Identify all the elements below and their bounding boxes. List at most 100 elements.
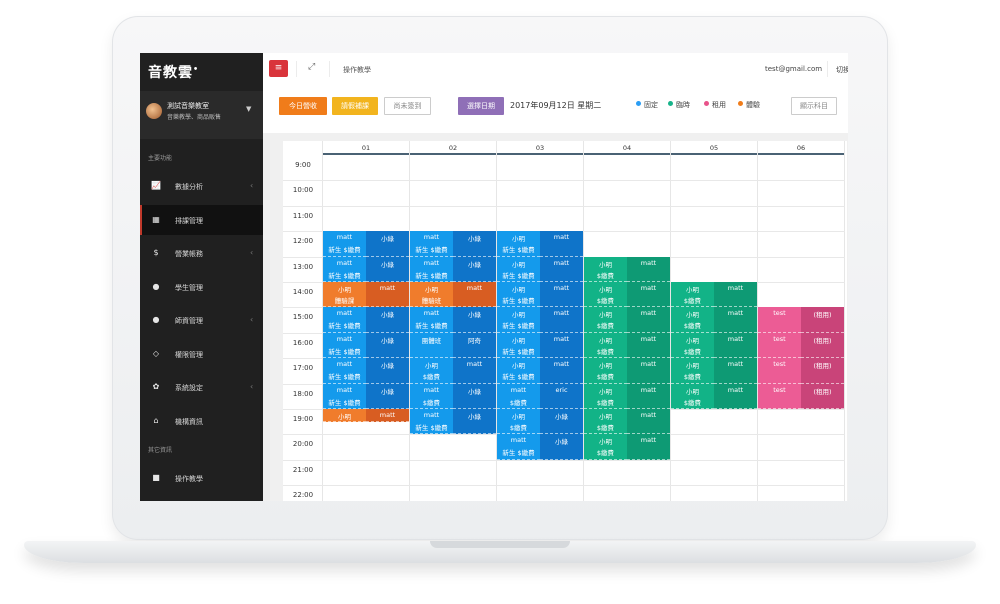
user-email[interactable]: test@gmail.com (765, 65, 823, 73)
lesson-block[interactable]: 小明 新生 $繳費 (497, 282, 540, 308)
lesson-block[interactable]: 小綠 (366, 231, 409, 257)
leave-makeup-button[interactable]: 請假補課 (332, 97, 378, 115)
lesson-block[interactable]: 小明 $繳費 (584, 434, 627, 460)
lesson-block[interactable]: test (758, 307, 801, 333)
lesson-block[interactable]: matt (627, 307, 670, 333)
lesson-block[interactable]: matt $繳費 (410, 383, 453, 409)
sidebar-other-item-0[interactable]: ■ 操作教學 (140, 463, 263, 493)
lesson-block[interactable]: 小綠 (366, 358, 409, 384)
lesson-block[interactable]: 小明 (323, 409, 366, 422)
lesson-block[interactable]: matt 新生 $繳費 (323, 332, 366, 359)
sidebar-item-0[interactable]: 📈 數據分析 ‹ (140, 171, 263, 201)
lesson-block[interactable]: matt (714, 332, 757, 359)
lesson-block[interactable]: (租用) (801, 307, 844, 333)
lesson-block[interactable]: 小綠 (453, 409, 496, 435)
lesson-block[interactable]: 小明 $繳費 (584, 282, 627, 308)
lesson-block[interactable]: 小明 新生 $繳費 (497, 307, 540, 333)
lesson-block[interactable]: 團體班 (410, 332, 453, 359)
sidebar-item-6[interactable]: ✿ 系統設定 ‹ (140, 372, 263, 402)
lesson-block[interactable]: matt 新生 $繳費 (410, 409, 453, 435)
lesson-block[interactable]: matt 新生 $繳費 (323, 231, 366, 257)
lesson-block[interactable]: (租用) (801, 332, 844, 359)
sidebar-item-7[interactable]: ⌂ 機構資訊 (140, 406, 263, 436)
lesson-block[interactable]: matt (627, 282, 670, 308)
lesson-block[interactable]: 阿奇 (453, 332, 496, 359)
today-revenue-button[interactable]: 今日營收 (279, 97, 327, 115)
lesson-block[interactable]: 小明 $繳費 (584, 383, 627, 409)
lesson-block[interactable]: matt 新生 $繳費 (497, 434, 540, 460)
lesson-block[interactable]: matt (540, 307, 583, 333)
profile-panel[interactable]: 測試音樂教室 音樂教學、商品販售 ▼ (140, 91, 263, 139)
lesson-block[interactable]: matt (714, 282, 757, 308)
lesson-block[interactable]: 小明 $繳費 (671, 307, 714, 333)
lesson-block[interactable]: matt (627, 434, 670, 460)
lesson-block[interactable]: matt (714, 358, 757, 384)
lesson-block[interactable]: matt (540, 282, 583, 308)
sidebar-item-1[interactable]: ▦ 排課管理 (140, 204, 263, 235)
select-date-button[interactable]: 選擇日期 (458, 97, 504, 115)
sidebar-item-4[interactable]: ● 師資管理 ‹ (140, 305, 263, 335)
lesson-block[interactable]: matt 新生 $繳費 (410, 231, 453, 257)
lesson-block[interactable]: 小綠 (453, 256, 496, 282)
lesson-block[interactable]: matt (366, 282, 409, 308)
lesson-block[interactable]: matt 新生 $繳費 (323, 256, 366, 282)
lesson-block[interactable]: matt (627, 256, 670, 282)
lesson-block[interactable]: matt (540, 358, 583, 384)
lesson-block[interactable]: 小綠 (366, 307, 409, 333)
lesson-block[interactable]: matt 新生 $繳費 (323, 358, 366, 384)
sidebar-item-3[interactable]: ● 學生管理 (140, 272, 263, 302)
lesson-block[interactable]: 小明 $繳費 (671, 282, 714, 308)
lesson-block[interactable]: 小明 體驗班 (410, 282, 453, 308)
lesson-block[interactable]: matt (714, 383, 757, 409)
lesson-block[interactable]: (租用) (801, 383, 844, 409)
lesson-block[interactable]: 小明 $繳費 (584, 332, 627, 359)
lesson-block[interactable]: 小明 $繳費 (671, 332, 714, 359)
lesson-block[interactable]: 小綠 (366, 332, 409, 359)
switch-link[interactable]: 切換 (836, 66, 848, 74)
lesson-block[interactable]: 小明 $繳費 (671, 358, 714, 384)
caret-down-icon[interactable]: ▼ (246, 105, 252, 113)
lesson-block[interactable]: test (758, 383, 801, 409)
lesson-block[interactable]: eric (540, 383, 583, 409)
lesson-block[interactable]: test (758, 332, 801, 359)
lesson-block[interactable]: matt 新生 $繳費 (410, 256, 453, 282)
tutorial-link[interactable]: 操作教學 (343, 66, 371, 74)
lesson-block[interactable]: matt (627, 409, 670, 435)
app-logo[interactable]: 音教雲• (148, 64, 200, 81)
lesson-block[interactable]: matt (453, 358, 496, 384)
sidebar-item-2[interactable]: $ 營業帳務 ‹ (140, 238, 263, 268)
expand-icon[interactable]: ⤢ (308, 62, 316, 72)
sidebar-item-5[interactable]: ◇ 權限管理 (140, 339, 263, 369)
lesson-block[interactable]: 小明 新生 $繳費 (497, 332, 540, 359)
lesson-block[interactable]: 小綠 (540, 434, 583, 460)
lesson-block[interactable]: matt (627, 332, 670, 359)
lesson-block[interactable]: matt (627, 358, 670, 384)
lesson-block[interactable]: 小綠 (453, 307, 496, 333)
lesson-block[interactable]: 小明 $繳費 (584, 256, 627, 282)
lesson-block[interactable]: 小明 $繳費 (584, 409, 627, 435)
lesson-block[interactable]: 小明 $繳費 (584, 358, 627, 384)
lesson-block[interactable]: matt $繳費 (497, 383, 540, 409)
lesson-block[interactable]: 小綠 (366, 256, 409, 282)
lesson-block[interactable]: 小明 新生 $繳費 (497, 231, 540, 257)
lesson-block[interactable]: 小綠 (366, 383, 409, 409)
lesson-block[interactable]: matt 新生 $繳費 (323, 383, 366, 409)
lesson-block[interactable]: 小明 $繳費 (671, 383, 714, 409)
lesson-block[interactable]: 小明 $繳費 (584, 307, 627, 333)
lesson-block[interactable]: matt (714, 307, 757, 333)
lesson-block[interactable]: 小明 新生 $繳費 (497, 256, 540, 282)
lesson-block[interactable]: 小綠 (540, 409, 583, 435)
show-subject-button[interactable]: 顯示科目 (791, 97, 837, 115)
lesson-block[interactable]: matt (540, 256, 583, 282)
lesson-block[interactable]: matt (366, 409, 409, 422)
lesson-block[interactable]: matt (540, 332, 583, 359)
not-signed-button[interactable]: 尚未簽到 (384, 97, 431, 115)
lesson-block[interactable]: matt (540, 231, 583, 257)
menu-toggle-button[interactable]: ≡ (269, 60, 288, 77)
lesson-block[interactable]: matt 新生 $繳費 (323, 307, 366, 333)
lesson-block[interactable]: 小綠 (453, 231, 496, 257)
lesson-block[interactable]: 小綠 (453, 383, 496, 409)
lesson-block[interactable]: matt 新生 $繳費 (410, 307, 453, 333)
lesson-block[interactable]: (租用) (801, 358, 844, 384)
lesson-block[interactable]: 小明 $繳費 (410, 358, 453, 384)
